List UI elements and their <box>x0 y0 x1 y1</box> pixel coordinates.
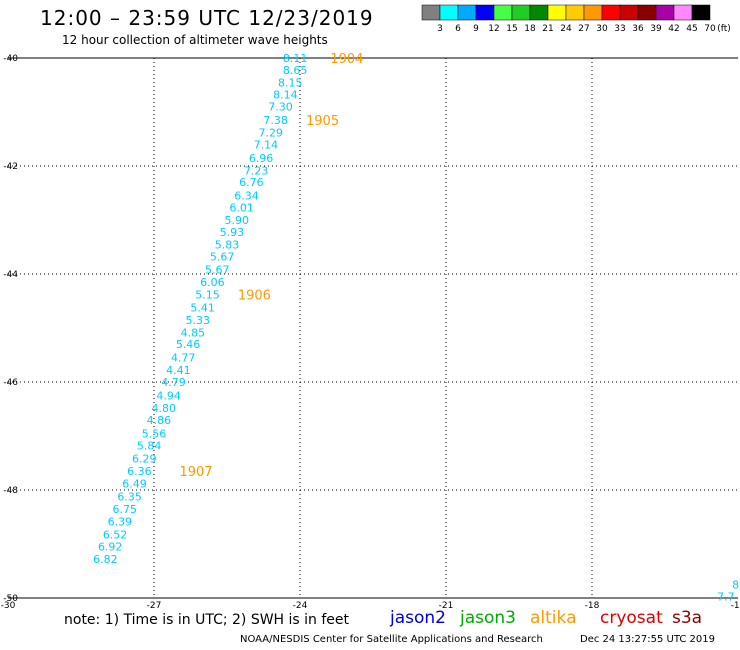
wave-height-point: 5.67 <box>205 264 230 277</box>
x-tick-label: -18 <box>585 601 600 611</box>
wave-height-point: 8.11 <box>283 52 308 65</box>
scale-label: 45 <box>686 24 697 34</box>
wave-height-point: 6.06 <box>200 276 225 289</box>
y-tick-label: -40 <box>3 54 18 64</box>
y-tick-label: -44 <box>3 270 18 280</box>
scale-label: 3 <box>437 24 443 34</box>
wave-height-point: 4.80 <box>151 402 176 415</box>
wave-height-point: 7.29 <box>259 127 284 140</box>
scale-label: 21 <box>542 24 553 34</box>
scale-label: 18 <box>524 24 536 34</box>
time-label: 1905 <box>306 114 339 129</box>
wave-height-point: 5.93 <box>220 226 245 239</box>
wave-height-point: 6.01 <box>229 202 254 215</box>
scale-label: 15 <box>506 24 517 34</box>
scale-unit: (ft) <box>717 24 731 34</box>
sat-altika: altika <box>530 608 577 628</box>
x-tick-label: -24 <box>293 601 308 611</box>
wave-height-point: 5.84 <box>137 440 162 453</box>
wave-height-point: 6.82 <box>93 553 118 566</box>
scale-label: 30 <box>596 24 608 34</box>
wave-height-plot: -30 -27 -24 -21 -18 -15 -40 -42 -44 -46 -48 -50 8.11… <box>1 52 740 611</box>
wave-height-point: 6.39 <box>108 515 133 528</box>
wave-height-point: 8 <box>732 579 739 592</box>
scale-swatch <box>691 4 711 21</box>
wave-height-point: 7.38 <box>263 114 288 127</box>
scale-label: 33 <box>614 24 625 34</box>
scale-label: 70 <box>704 24 716 34</box>
wave-height-point: 6.34 <box>234 190 259 203</box>
wave-height-point: 4.77 <box>171 352 196 365</box>
wave-height-point: 6.36 <box>127 465 152 478</box>
wave-height-point: 6.96 <box>249 152 274 165</box>
chart-subtitle: 12 hour collection of altimeter wave hei… <box>62 33 328 47</box>
footer-note: note: 1) Time is in UTC; 2) SWH is in fe… <box>64 612 350 628</box>
wave-height-point: 5.56 <box>142 427 167 440</box>
time-label: 1906 <box>238 289 271 304</box>
y-tick-label: -48 <box>3 486 18 496</box>
scale-label: 42 <box>668 24 679 34</box>
wave-height-point: 5.83 <box>215 238 240 251</box>
sat-jason2: jason2 <box>390 608 446 628</box>
time-label: 1907 <box>179 465 212 480</box>
x-tick-label: -15 <box>731 601 740 611</box>
wave-height-point: 5.15 <box>195 289 220 302</box>
x-tick-label: -21 <box>439 601 454 611</box>
wave-height-point: 8.65 <box>283 64 308 77</box>
wave-height-point: 6.76 <box>239 176 264 189</box>
wave-height-point: 7.30 <box>268 101 293 114</box>
scale-label: 36 <box>632 24 644 34</box>
wave-height-point: 7.7 <box>717 590 735 603</box>
sat-cryosat: cryosat <box>600 608 663 628</box>
wave-height-point: 7.14 <box>254 138 279 151</box>
chart-title: 12:00 – 23:59 UTC 12/23/2019 <box>40 6 374 30</box>
wave-height-point: 6.52 <box>103 528 128 541</box>
wave-height-point: 6.75 <box>113 503 138 516</box>
wave-height-point: 6.49 <box>122 478 147 491</box>
wave-height-point: 5.33 <box>186 314 211 327</box>
wave-height-point: 4.94 <box>156 390 181 403</box>
scale-label: 27 <box>578 24 589 34</box>
sat-jason3: jason3 <box>460 608 516 628</box>
time-label: 1904 <box>330 52 363 67</box>
footer-credit: NOAA/NESDIS Center for Satellite Applica… <box>240 634 543 645</box>
y-tick-label: -42 <box>3 162 18 172</box>
wave-height-point: 8.15 <box>278 76 303 89</box>
scale-label: 6 <box>455 24 461 34</box>
wave-height-point: 6.35 <box>117 490 142 503</box>
wave-height-point: 4.41 <box>166 364 191 377</box>
color-scale-legend: 3 6 9 12 15 18 21 24 27 30 33 36 39 42 45 70 (ft) <box>421 4 731 34</box>
wave-height-point: 5.41 <box>190 301 215 314</box>
x-tick-label: -30 <box>1 601 16 611</box>
wave-height-point: 4.79 <box>161 376 186 389</box>
wave-height-point: 5.46 <box>176 338 201 351</box>
scale-label: 9 <box>473 24 479 34</box>
wave-height-point: 7.23 <box>244 164 269 177</box>
wave-height-point: 4.86 <box>147 414 172 427</box>
wave-height-point: 8.14 <box>273 89 298 102</box>
scale-label: 12 <box>488 24 499 34</box>
wave-height-point: 6.29 <box>132 453 157 466</box>
y-tick-label: -50 <box>3 594 18 604</box>
wave-height-point: 4.85 <box>181 326 206 339</box>
wave-height-point: 6.92 <box>98 541 123 554</box>
wave-height-point: 5.67 <box>210 251 235 264</box>
scale-label: 24 <box>560 24 572 34</box>
wave-height-point: 5.90 <box>224 214 249 227</box>
sat-s3a: s3a <box>672 608 703 628</box>
y-tick-label: -46 <box>3 378 18 388</box>
footer-timestamp: Dec 24 13:27:55 UTC 2019 <box>580 634 715 645</box>
x-tick-label: -27 <box>147 601 162 611</box>
scale-label: 39 <box>650 24 662 34</box>
